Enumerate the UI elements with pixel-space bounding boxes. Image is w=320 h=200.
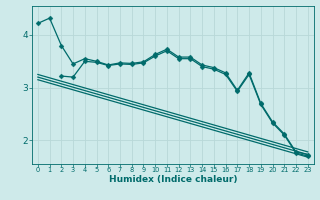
X-axis label: Humidex (Indice chaleur): Humidex (Indice chaleur) [108,175,237,184]
